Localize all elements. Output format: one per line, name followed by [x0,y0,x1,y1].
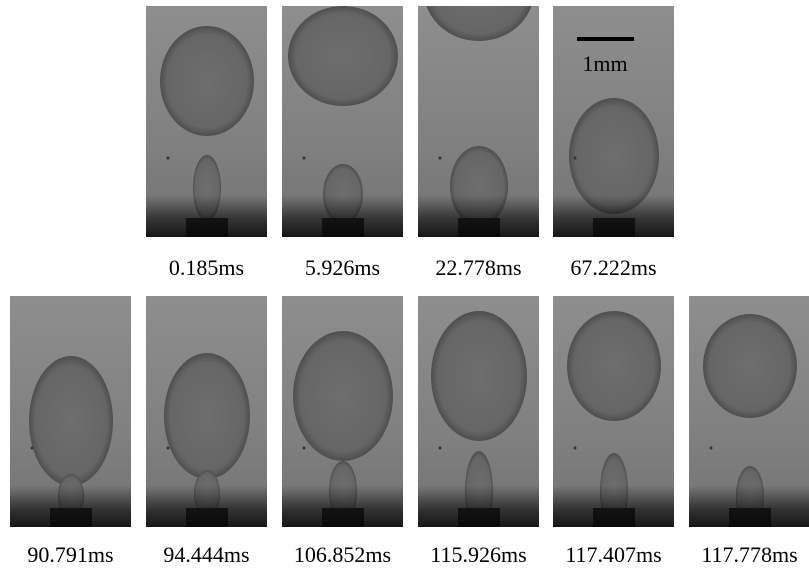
time-label: 106.852ms [294,542,391,567]
bottom-shade [146,296,267,527]
speck [167,157,170,160]
image-panel [418,296,539,531]
speck [439,157,442,160]
speck [31,447,34,450]
panel-content [418,296,539,531]
image-panel [553,296,674,529]
time-label: 117.407ms [565,542,661,567]
time-label: 5.926ms [305,255,380,280]
image-panel [418,0,539,238]
image-panel [146,296,267,528]
bottom-shade [689,296,809,527]
image-panel [689,296,809,528]
bottom-shade [282,6,403,237]
time-label: 94.444ms [163,542,249,567]
panel-content [689,296,809,528]
scale-label: 1mm [582,51,627,76]
scale-bar [577,37,634,41]
bottom-shade [553,296,674,527]
panel-content [418,0,539,238]
time-label: 90.791ms [27,542,113,567]
speck [439,447,442,450]
time-label: 115.926ms [430,542,526,567]
panel-content [146,296,267,528]
bottom-shade [10,296,131,527]
time-label: 67.222ms [570,255,656,280]
speck [574,447,577,450]
time-label: 117.778ms [701,542,797,567]
image-panel: 1mm [553,6,674,238]
bottom-shade [146,6,267,237]
bottom-shade [418,6,539,237]
panel-content [282,296,403,528]
speck [574,157,577,160]
image-panel [282,296,403,528]
speck [167,447,170,450]
bottom-shade [282,296,403,527]
speck [303,447,306,450]
speck [710,447,713,450]
bottom-shade [418,296,539,527]
image-panel [146,6,267,238]
image-panel [10,296,131,528]
time-label: 0.185ms [169,255,244,280]
image-panel [282,6,403,238]
speck [303,157,306,160]
figure: 0.185ms 5.926ms 22.778ms 1mm 67.222ms 90.791m… [0,0,809,569]
panel-content [146,6,267,238]
panel-content [282,6,403,238]
panel-content [553,296,674,529]
panel-content [10,296,131,528]
time-label: 22.778ms [435,255,521,280]
